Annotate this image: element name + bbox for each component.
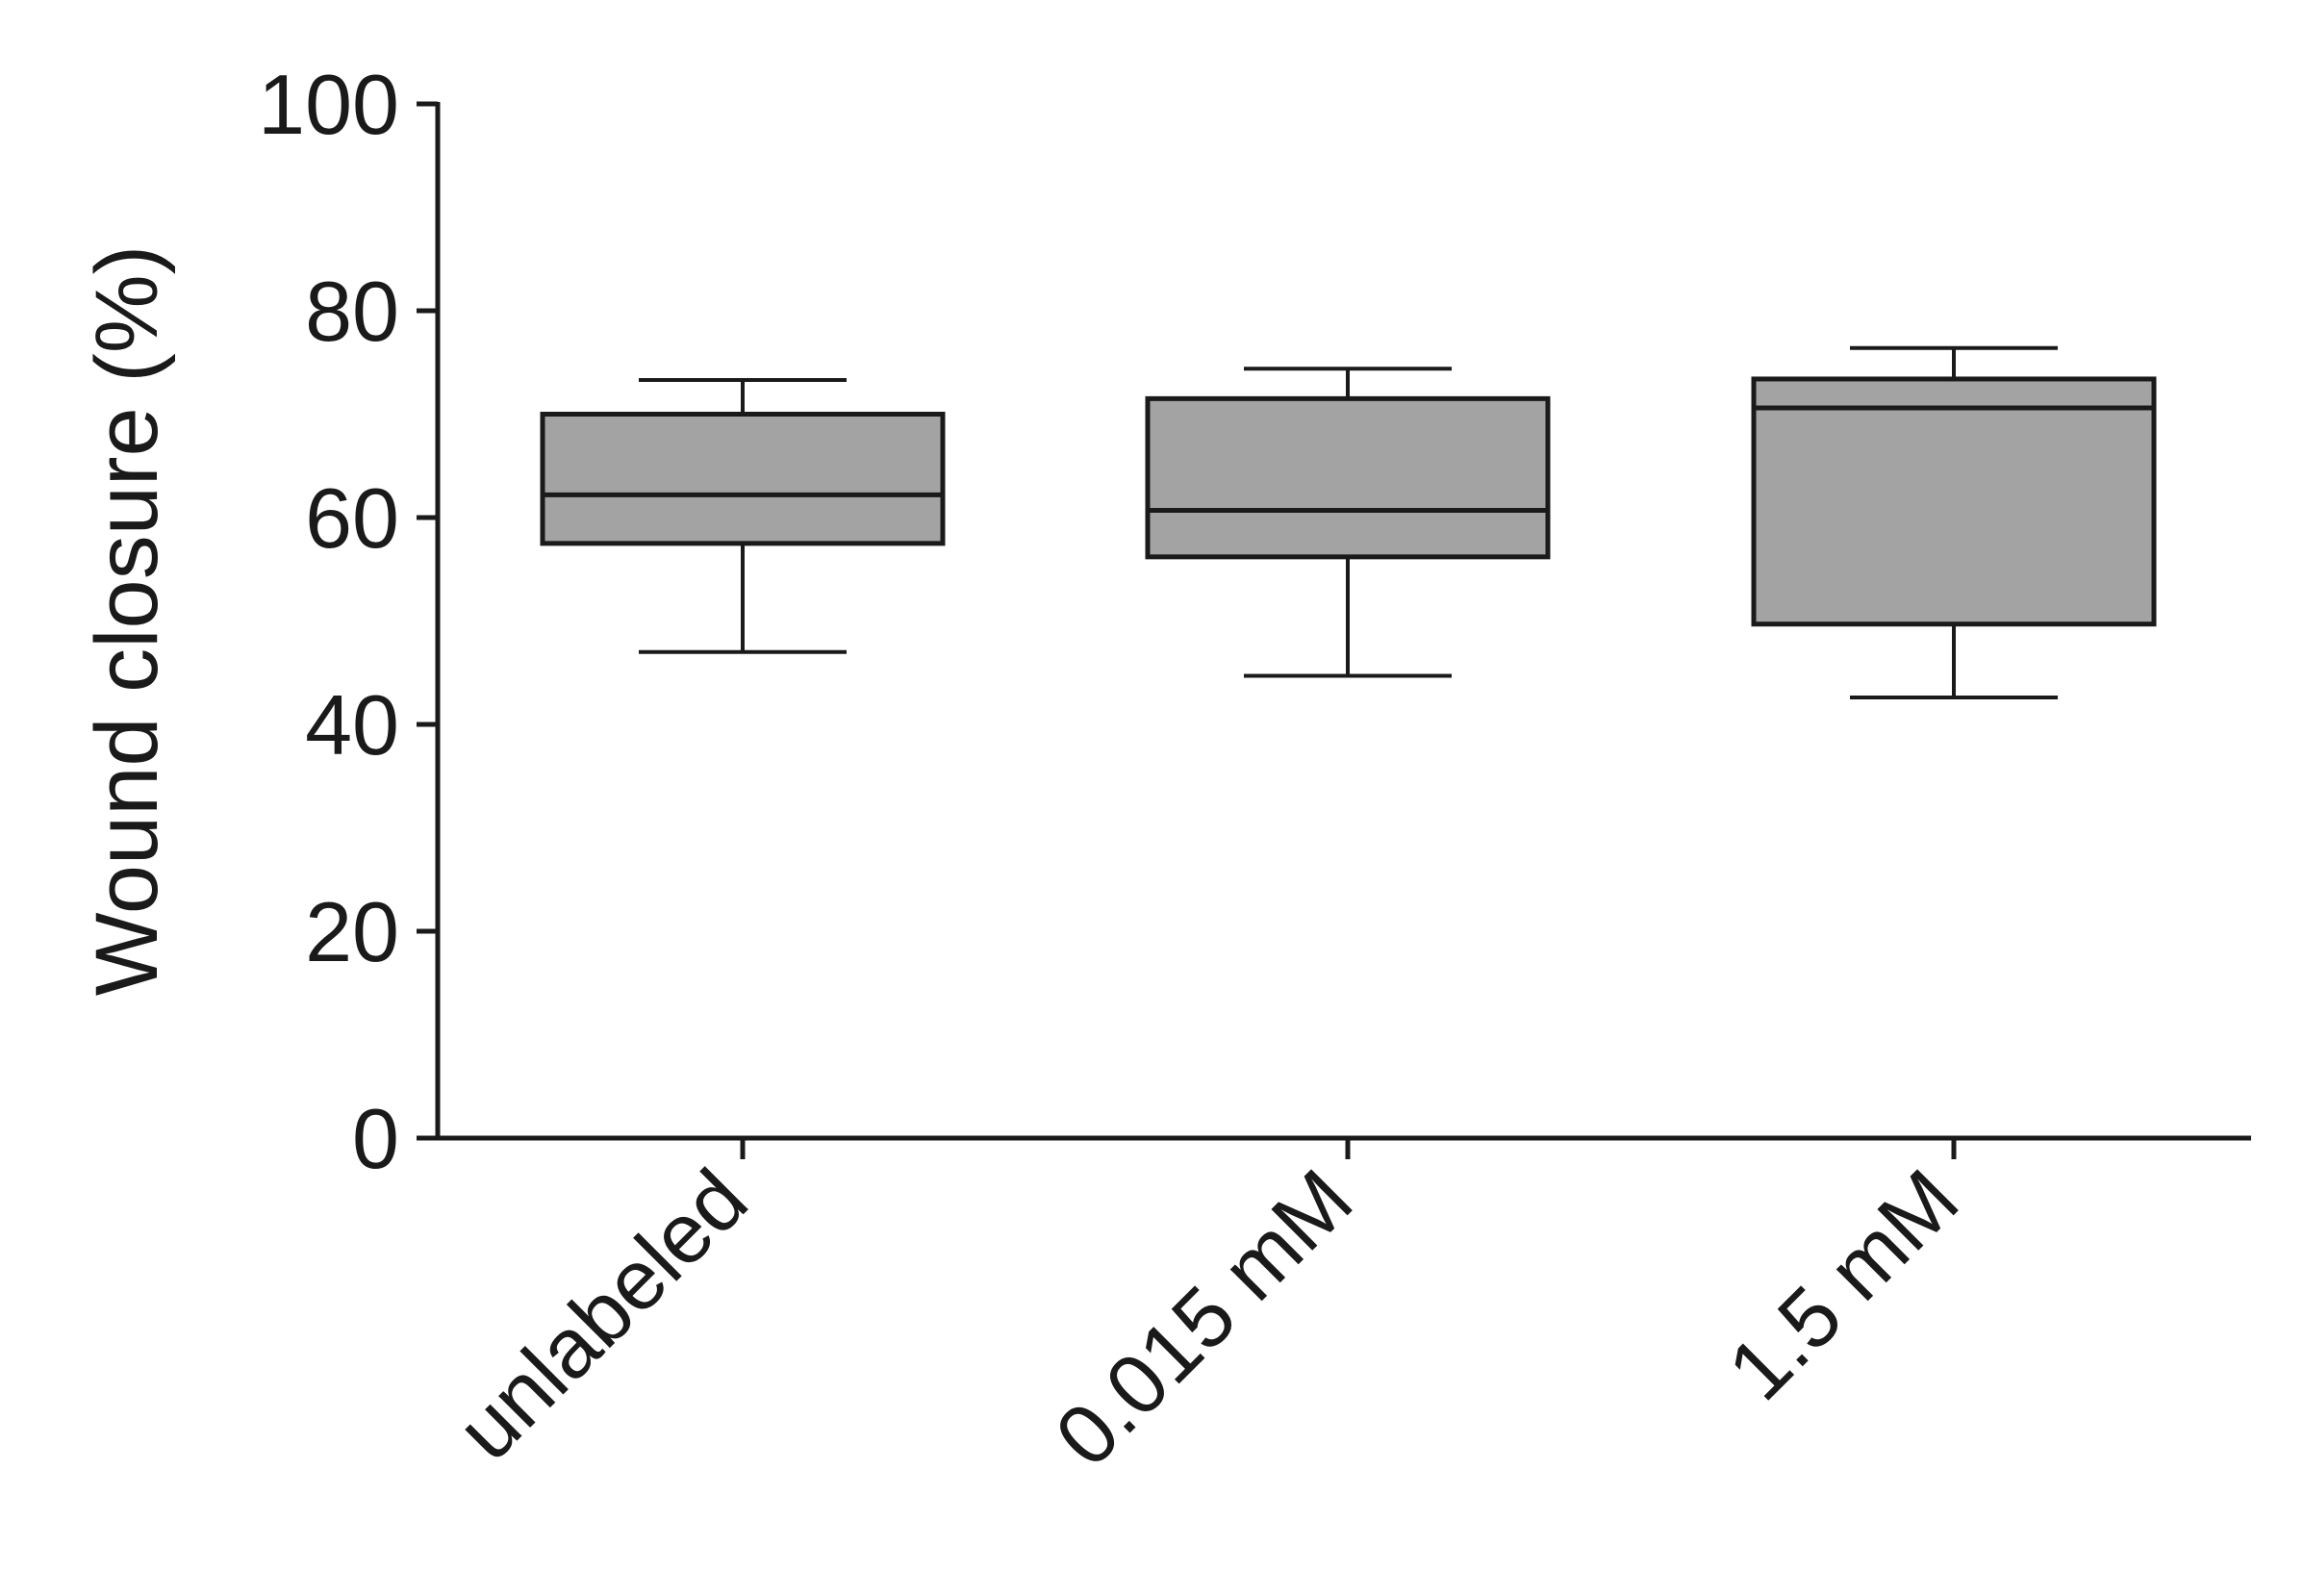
iqr-box [1145,395,1551,560]
x-ticks: unlabeled 0.015 mM 1.5 mM [439,1138,1976,1484]
y-tick-label: 80 [305,264,399,359]
iqr-box [540,412,946,546]
y-axis-title: Wound closure (%) [78,245,176,997]
box-group [540,378,946,654]
x-category-label: 0.015 mM [1037,1151,1371,1484]
y-axis: 0 20 40 60 80 100 [258,57,441,1186]
y-tick-label: 60 [305,470,399,566]
y-tick-label: 0 [352,1091,399,1186]
x-category-label: unlabeled [439,1151,766,1478]
y-tick-label: 40 [305,677,399,773]
x-axis: unlabeled 0.015 mM 1.5 mM [436,1135,2251,1484]
y-tick-label: 100 [258,57,399,152]
boxes [540,345,2157,700]
box-group [1751,345,2157,700]
y-tick-label: 20 [305,884,399,979]
iqr-box [1751,376,2157,627]
box-group [1145,367,1551,678]
y-ticks: 0 20 40 60 80 100 [258,57,438,1186]
x-category-label: 1.5 mM [1709,1151,1976,1417]
